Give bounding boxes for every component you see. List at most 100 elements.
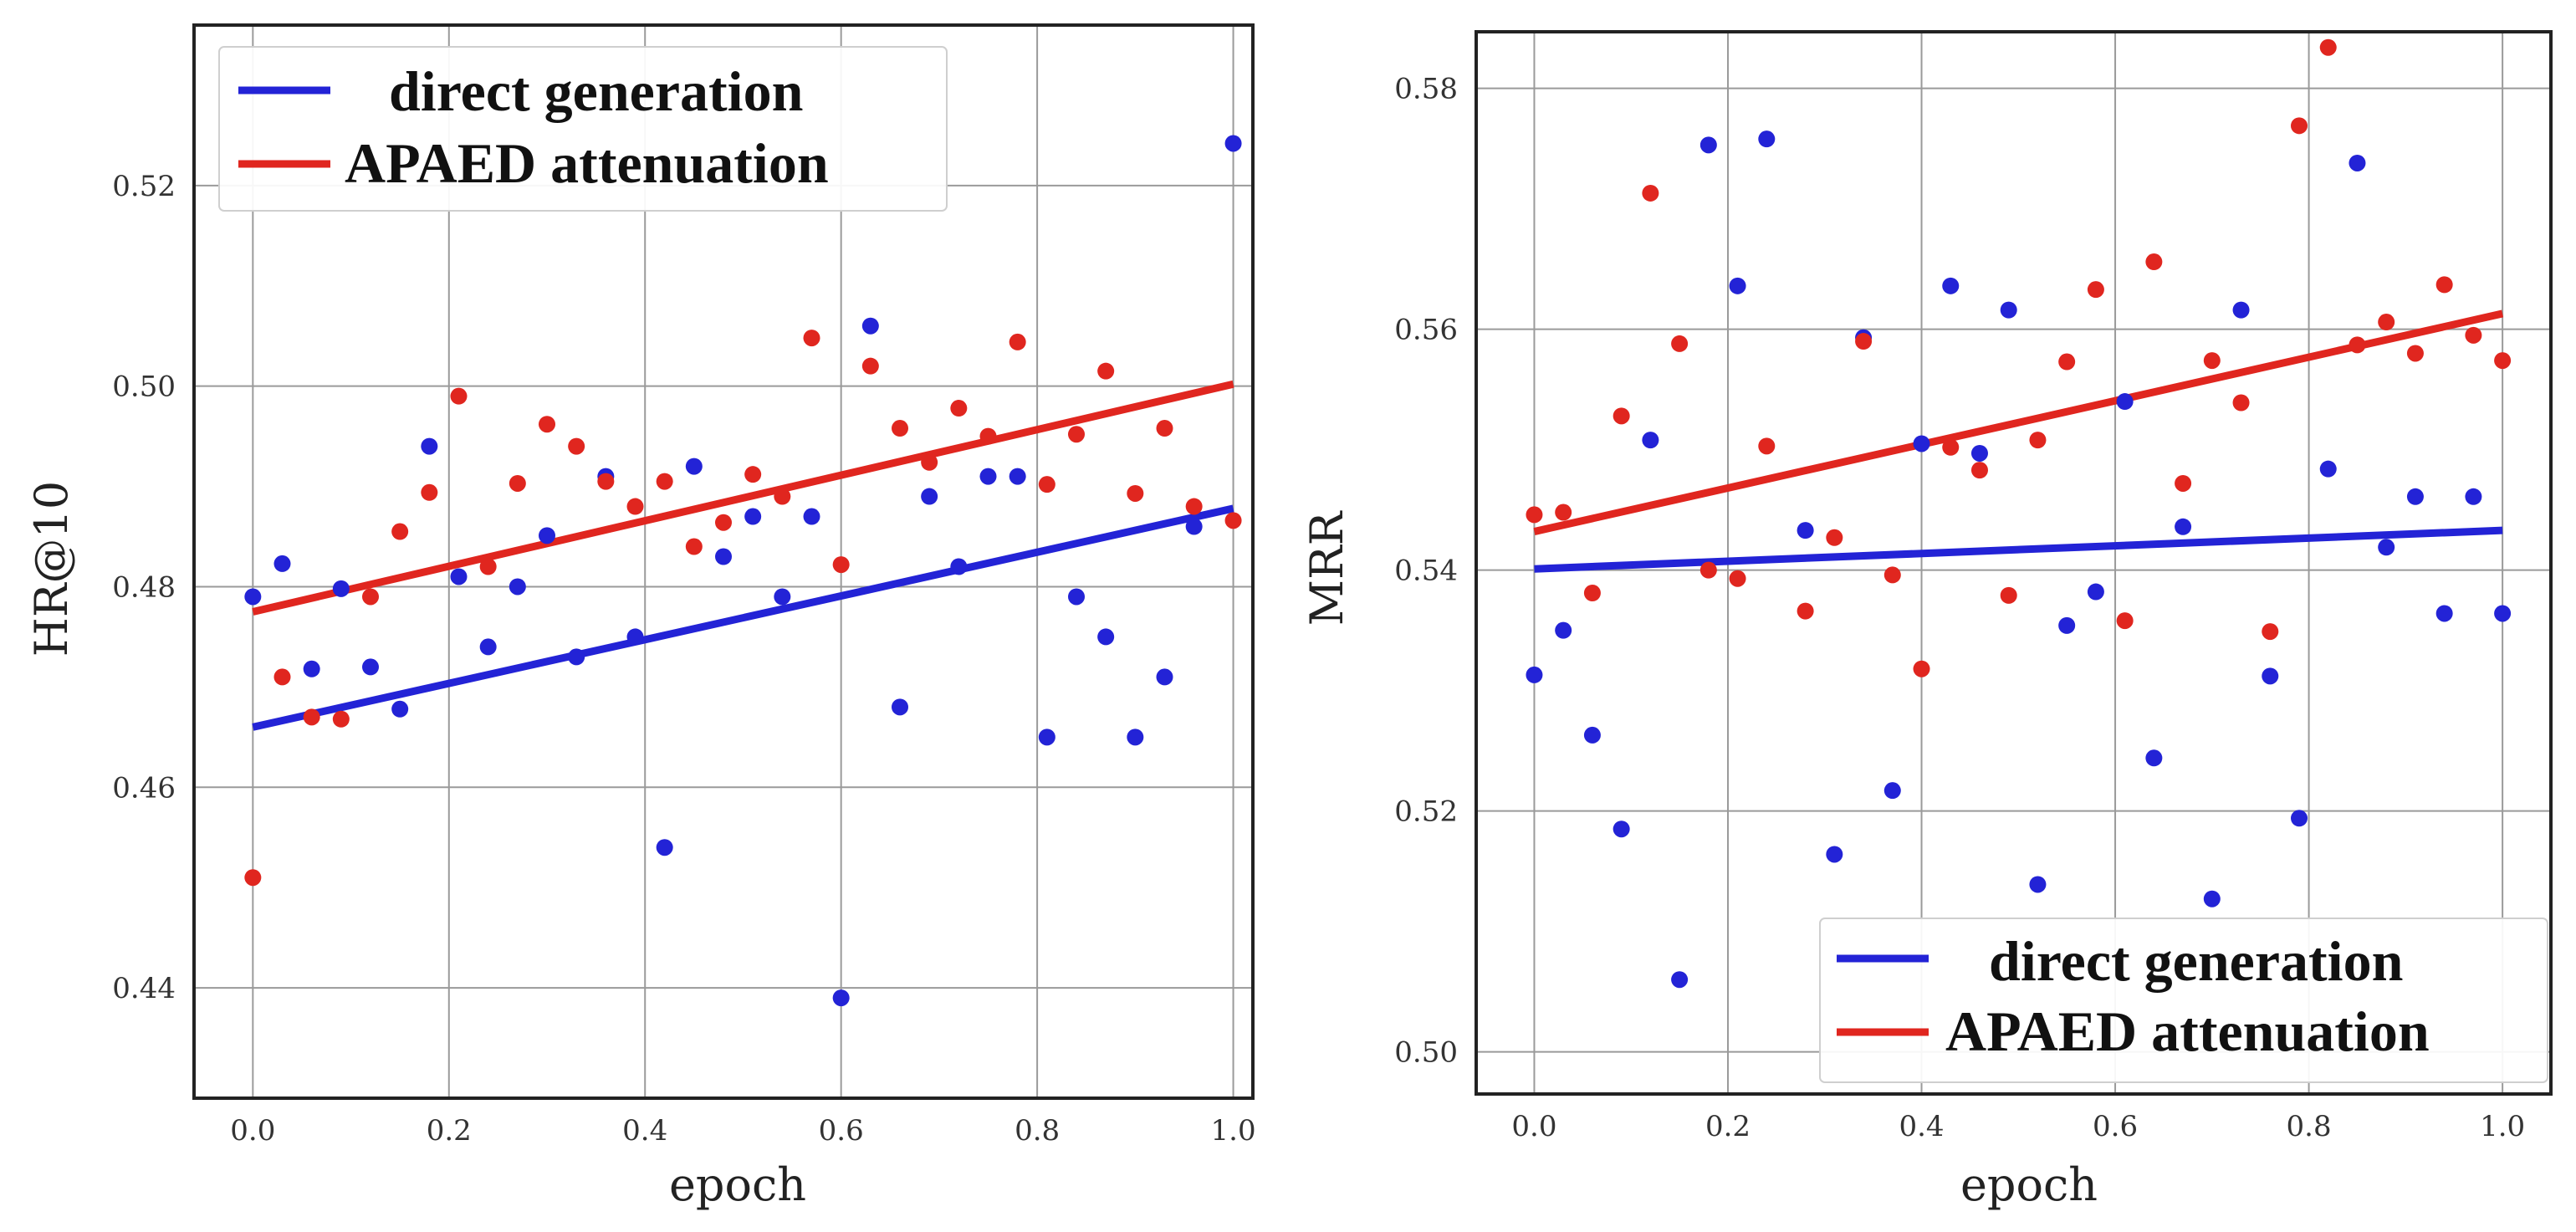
hr10-point-apaed-attenuation xyxy=(1156,420,1173,437)
hr10-y-axis-label: HR@10 xyxy=(25,481,78,657)
hr10-y-tick-label: 0.44 xyxy=(112,972,176,1005)
hr10-point-apaed-attenuation xyxy=(1097,362,1115,380)
mrr-point-apaed-attenuation xyxy=(1970,462,1988,479)
mrr-point-apaed-attenuation xyxy=(1797,602,1814,620)
mrr-point-direct-generation xyxy=(1729,277,1746,294)
mrr-point-apaed-attenuation xyxy=(1729,570,1746,587)
mrr-legend-box xyxy=(1819,918,2548,1083)
hr10-point-apaed-attenuation xyxy=(774,488,791,505)
hr10-point-apaed-attenuation xyxy=(744,466,762,483)
mrr-point-direct-generation xyxy=(2378,539,2395,556)
hr10-point-apaed-attenuation xyxy=(979,427,997,445)
hr10-point-direct-generation xyxy=(479,638,497,656)
mrr-y-tick-label: 0.50 xyxy=(1394,1036,1458,1070)
hr10-point-direct-generation xyxy=(950,558,968,575)
mrr-point-apaed-attenuation xyxy=(2291,117,2308,135)
mrr-point-direct-generation xyxy=(1826,846,1843,863)
mrr-x-tick-label: 0.6 xyxy=(2093,1110,2138,1143)
mrr-point-direct-generation xyxy=(2116,393,2134,411)
hr10-point-direct-generation xyxy=(539,527,555,544)
hr10-legend-label-apaed-attenuation: APAED attenuation xyxy=(345,131,829,195)
hr10-x-tick-label: 0.2 xyxy=(427,1114,472,1148)
mrr-y-axis-label: MRR xyxy=(1301,510,1353,626)
mrr-point-direct-generation xyxy=(1613,820,1630,838)
hr10-point-direct-generation xyxy=(892,698,908,716)
mrr-x-axis-label: epoch xyxy=(1960,1158,2098,1211)
hr10-point-apaed-attenuation xyxy=(892,420,908,437)
hr10-point-apaed-attenuation xyxy=(568,437,585,455)
hr10-point-apaed-attenuation xyxy=(421,483,438,501)
hr10-point-direct-generation xyxy=(861,317,879,335)
hr10-point-apaed-attenuation xyxy=(1185,498,1203,515)
hr10-point-apaed-attenuation xyxy=(832,556,850,574)
hr10-legend-box xyxy=(218,46,948,212)
mrr-point-direct-generation xyxy=(1583,726,1601,744)
mrr-y-tick-label: 0.56 xyxy=(1394,314,1458,347)
mrr-point-direct-generation xyxy=(2175,518,2192,535)
mrr-point-direct-generation xyxy=(2291,810,2308,827)
hr10-y-tick-label: 0.52 xyxy=(112,170,176,203)
hr10-plot-frame xyxy=(192,23,1255,1100)
hr10-y-tick-label: 0.50 xyxy=(112,371,176,404)
mrr-point-apaed-attenuation xyxy=(2029,432,2047,449)
mrr-y-tick-label: 0.52 xyxy=(1394,795,1458,829)
mrr-point-direct-generation xyxy=(2145,749,2163,767)
mrr-point-apaed-attenuation xyxy=(2465,326,2482,344)
mrr-point-direct-generation xyxy=(2349,154,2366,171)
hr10-point-direct-generation xyxy=(1185,518,1203,535)
mrr-point-direct-generation xyxy=(2494,605,2512,622)
mrr-plot-frame xyxy=(1475,30,2553,1096)
mrr-x-tick-label: 1.0 xyxy=(2480,1110,2525,1143)
hr10-trend-line-direct-generation xyxy=(252,504,1234,731)
hr10-point-direct-generation xyxy=(685,458,703,475)
hr10-point-direct-generation xyxy=(273,555,291,572)
mrr-point-direct-generation xyxy=(1883,782,1901,800)
hr10-x-axis-label: epoch xyxy=(669,1158,806,1211)
mrr-legend-label-apaed-attenuation: APAED attenuation xyxy=(1945,999,2430,1063)
mrr-point-apaed-attenuation xyxy=(1826,529,1843,546)
mrr-point-apaed-attenuation xyxy=(1942,438,1960,456)
hr10-point-direct-generation xyxy=(1156,668,1173,686)
mrr-x-tick-label: 0.2 xyxy=(1705,1110,1751,1143)
hr10-y-tick-labels: 0.44 0.46 0.48 0.50 0.52 xyxy=(112,170,176,1005)
mrr-point-direct-generation xyxy=(1942,277,1960,294)
mrr-y-tick-labels: 0.50 0.52 0.54 0.56 0.58 xyxy=(1394,73,1458,1070)
hr10-point-apaed-attenuation xyxy=(950,400,968,417)
mrr-point-apaed-attenuation xyxy=(1758,437,1776,455)
mrr-point-apaed-attenuation xyxy=(2435,276,2453,294)
hr10-point-direct-generation xyxy=(832,989,850,1007)
hr10-x-tick-label: 0.6 xyxy=(819,1114,864,1148)
hr10-point-direct-generation xyxy=(1068,588,1085,606)
hr10-point-direct-generation xyxy=(1009,468,1026,485)
mrr-point-direct-generation xyxy=(2406,488,2424,505)
hr10-y-tick-label: 0.46 xyxy=(112,771,176,805)
mrr-point-direct-generation xyxy=(2262,667,2279,685)
mrr-point-direct-generation xyxy=(1758,130,1776,148)
mrr-y-tick-label: 0.58 xyxy=(1394,73,1458,106)
mrr-point-direct-generation xyxy=(1671,971,1689,989)
hr10-point-direct-generation xyxy=(979,468,997,485)
hr10-point-apaed-attenuation xyxy=(509,474,526,492)
hr10-trend-lines xyxy=(252,380,1234,731)
hr10-point-direct-generation xyxy=(1224,135,1242,152)
hr10-point-apaed-attenuation xyxy=(597,473,615,490)
mrr-y-tick-label: 0.54 xyxy=(1394,555,1458,588)
hr10-point-apaed-attenuation xyxy=(1127,484,1144,502)
mrr-point-direct-generation xyxy=(2087,583,2104,601)
mrr-point-direct-generation xyxy=(2029,876,2047,893)
hr10-point-direct-generation xyxy=(744,508,762,525)
mrr-x-tick-labels: 0.0 0.2 0.4 0.6 0.8 1.0 xyxy=(1511,1110,2525,1143)
hr10-point-apaed-attenuation xyxy=(1009,333,1026,350)
mrr-point-apaed-attenuation xyxy=(2175,474,2192,492)
mrr-point-direct-generation xyxy=(2232,301,2250,319)
mrr-point-apaed-attenuation xyxy=(2378,314,2395,331)
mrr-point-direct-generation xyxy=(1913,435,1930,452)
mrr-point-direct-generation xyxy=(2203,890,2221,907)
hr10-point-direct-generation xyxy=(803,508,820,525)
mrr-legend-label-direct-generation: direct generation xyxy=(1989,929,2403,993)
mrr-gridlines xyxy=(1476,32,2551,1094)
hr10-legend-label-direct-generation: direct generation xyxy=(389,59,803,123)
hr10-x-tick-label: 0.0 xyxy=(230,1114,275,1148)
hr10-point-direct-generation xyxy=(509,578,526,596)
